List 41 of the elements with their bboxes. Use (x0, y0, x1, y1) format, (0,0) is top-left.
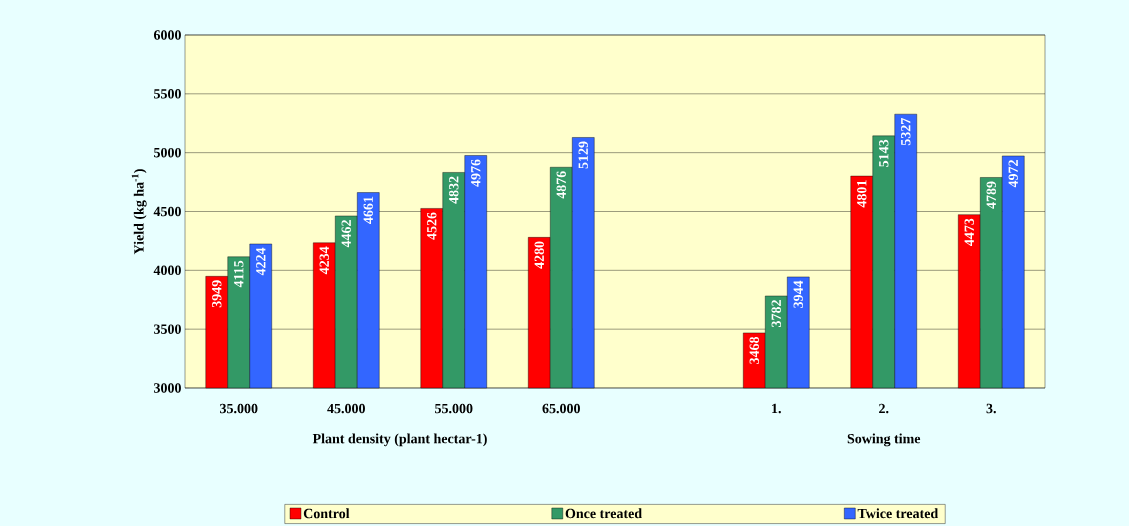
x-tick-label: 45.000 (327, 403, 365, 414)
data-label: 5143 (879, 139, 889, 167)
legend-label: Control (303, 508, 350, 519)
y-axis-title: Yield (kg ha$^{-1}$) (131, 169, 147, 255)
data-label: 3949 (212, 280, 222, 308)
data-label: 3468 (749, 336, 759, 364)
legend-label: Twice treated (857, 508, 939, 519)
data-label: 4115 (234, 260, 244, 288)
data-label: 4280 (534, 241, 544, 269)
y-tick-label: 3500 (154, 324, 181, 334)
y-tick-label: 4500 (153, 206, 181, 217)
data-label: 4801 (857, 180, 867, 208)
data-label: 4473 (964, 218, 974, 247)
x-tick-label: 3. (986, 403, 996, 414)
x-tick-label: 55.000 (435, 403, 473, 414)
y-tick-label: 5500 (154, 89, 181, 99)
data-label: 3944 (793, 280, 803, 308)
data-label: 4234 (319, 246, 329, 275)
data-label: 4661 (363, 196, 373, 224)
data-label: 3782 (771, 300, 781, 327)
text: Plant density (plant hectar-1) (312, 433, 487, 447)
data-label: 4976 (471, 159, 481, 187)
data-label: 4462 (341, 220, 351, 248)
x-tick-label: 2. (879, 403, 889, 414)
data-label: 4832 (449, 176, 459, 204)
data-label: 4224 (256, 247, 266, 276)
data-label: 4526 (427, 212, 437, 240)
x-tick-label: 65.000 (542, 403, 580, 414)
text: Sowing time (847, 433, 921, 447)
legend-label: Once treated (565, 508, 642, 519)
x-tick-label: 35.000 (220, 403, 258, 414)
x-tick-label: 1. (772, 403, 781, 414)
data-label: 5129 (578, 141, 588, 169)
y-tick-label: 5000 (154, 147, 181, 158)
y-tick-label: 3000 (154, 383, 181, 393)
data-label: 5327 (901, 118, 911, 146)
data-label: 4789 (986, 181, 996, 209)
data-label: 4972 (1008, 160, 1018, 188)
data-label: 4876 (556, 171, 566, 199)
y-tick-label: 6000 (153, 30, 181, 40)
y-tick-label: 4000 (153, 265, 181, 276)
